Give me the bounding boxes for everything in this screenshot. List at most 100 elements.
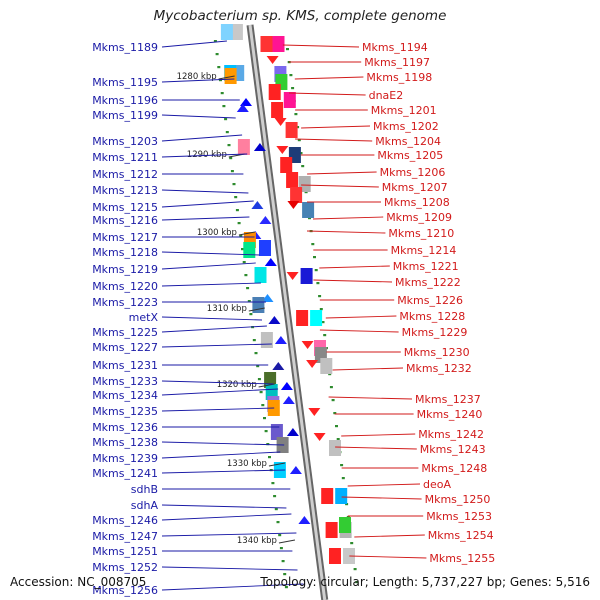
leader-line-left: [161, 282, 261, 287]
gene-label-left: Mkms_1256: [92, 584, 158, 597]
leader-line-left: [161, 216, 250, 221]
inner-tick-left: [271, 482, 275, 485]
leader-line-right: [301, 125, 371, 129]
gene-block: [296, 310, 309, 326]
gene-label-left: Mkms_1215: [92, 201, 158, 214]
leader-line-left: [161, 325, 267, 333]
gene-block: [254, 267, 267, 283]
gene-label-right: Mkms_1250: [425, 493, 491, 506]
kbp-tick-label: 1320 kbp: [217, 380, 257, 390]
gene-block: [300, 268, 313, 284]
inner-tick-left: [235, 209, 239, 212]
gene-block: [252, 297, 265, 313]
gene-label-right: Mkms_1240: [417, 408, 483, 421]
gene-label-right: Mkms_1237: [415, 393, 481, 406]
leader-line-left: [161, 153, 248, 158]
leader-line-right: [349, 555, 427, 559]
gene-block: [286, 172, 299, 188]
gene-label-right: Mkms_1222: [395, 276, 461, 289]
gene-block: [310, 310, 323, 326]
inner-tick-left: [232, 183, 236, 186]
inner-tick-right: [311, 243, 315, 246]
gene-label-right: Mkms_1232: [406, 362, 472, 375]
inner-tick-right: [318, 295, 322, 298]
gene-arrow-up: [240, 98, 252, 106]
gene-label-right: Mkms_1243: [420, 443, 486, 456]
gene-block: [329, 548, 341, 564]
gene-arrow-up: [253, 143, 266, 151]
gene-block: [283, 92, 296, 108]
inner-tick-right: [301, 165, 305, 168]
gene-label-right: Mkms_1194: [362, 41, 428, 54]
gene-block: [260, 36, 273, 52]
gene-block: [343, 548, 355, 564]
inner-tick-right: [341, 477, 345, 480]
gene-arrow-up: [274, 336, 287, 344]
inner-tick-left: [261, 404, 265, 407]
gene-label-right: Mkms_1253: [426, 510, 492, 523]
inner-tick-left: [241, 248, 244, 251]
gene-block: [272, 36, 285, 52]
gene-label-right: Mkms_1229: [402, 326, 468, 339]
gene-label-right: Mkms_1197: [364, 56, 430, 69]
gene-block: [285, 122, 298, 138]
leader-line-right: [347, 483, 421, 487]
gene-label-left: Mkms_1220: [92, 280, 158, 293]
gene-label-left: Mkms_1247: [92, 530, 158, 543]
gene-label-left: metX: [129, 311, 159, 324]
gene-label-left: Mkms_1236: [92, 421, 158, 434]
inner-tick-left: [220, 92, 224, 95]
gene-arrow-up: [251, 201, 264, 209]
gene-block: [302, 202, 315, 218]
inner-tick-left: [227, 144, 231, 147]
gene-label-right: deoA: [423, 478, 451, 491]
gene-label-left: Mkms_1211: [92, 151, 158, 164]
leader-line-left: [161, 251, 260, 256]
gene-label-right: Mkms_1228: [399, 310, 465, 323]
gene-block: [320, 358, 333, 374]
leader-line-right: [354, 534, 425, 538]
leader-line-right: [282, 44, 360, 48]
inner-tick-right: [321, 321, 325, 324]
inner-tick-left: [230, 170, 234, 173]
gene-label-left: Mkms_1251: [92, 545, 158, 558]
inner-tick-right: [340, 464, 344, 467]
gene-block: [259, 240, 271, 256]
leader-line-right: [319, 329, 399, 333]
gene-label-left: Mkms_1234: [92, 389, 158, 402]
gene-arrow-down: [266, 56, 279, 64]
leader-line-left: [161, 316, 263, 321]
inner-tick-right: [355, 581, 359, 584]
inner-tick-right: [297, 139, 301, 142]
inner-tick-left: [278, 534, 282, 537]
gene-arrow-up: [272, 362, 285, 370]
kbp-tick-label: 1300 kbp: [197, 228, 237, 238]
leader-line-right: [332, 367, 404, 371]
gene-arrow-up: [298, 516, 311, 524]
gene-label-left: Mkms_1225: [92, 326, 158, 339]
leader-line-right: [307, 171, 377, 175]
inner-tick-right: [294, 113, 298, 116]
inner-tick-left: [246, 287, 250, 290]
kbp-tick-label: 1330 kbp: [227, 459, 267, 469]
inner-tick-left: [247, 300, 251, 303]
inner-tick-right: [329, 386, 333, 389]
gene-label-left: sdhA: [131, 499, 159, 512]
inner-tick-left: [256, 365, 260, 368]
gene-block: [335, 488, 348, 504]
inner-tick-right: [353, 568, 357, 571]
gene-label-left: Mkms_1227: [92, 341, 158, 354]
gene-label-right: Mkms_1207: [382, 181, 448, 194]
gene-block: [237, 139, 250, 155]
gene-label-right: Mkms_1201: [371, 104, 437, 117]
gene-label-left: Mkms_1233: [92, 375, 158, 388]
inner-tick-left: [225, 131, 229, 134]
leader-line-right: [341, 433, 416, 437]
leader-line-left: [161, 114, 236, 119]
kbp-tick-label: 1310 kbp: [207, 304, 247, 314]
inner-tick-left: [263, 417, 266, 420]
gene-label-right: Mkms_1254: [428, 529, 494, 542]
gene-label-left: Mkms_1252: [92, 561, 158, 574]
inner-tick-left: [222, 105, 226, 108]
gene-block: [290, 187, 303, 203]
